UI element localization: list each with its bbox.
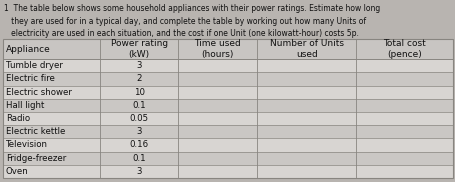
Bar	[3, 59, 452, 72]
Text: Fridge-freezer: Fridge-freezer	[6, 154, 66, 163]
Bar	[3, 112, 452, 125]
Bar	[3, 138, 452, 152]
Text: Electric fire: Electric fire	[6, 74, 55, 84]
Text: Power rating
(kW): Power rating (kW)	[110, 39, 167, 59]
Text: Total cost
(pence): Total cost (pence)	[382, 39, 425, 59]
Text: 3: 3	[136, 127, 142, 136]
Bar	[3, 72, 452, 86]
Text: 0.16: 0.16	[129, 141, 148, 149]
Text: Appliance: Appliance	[6, 45, 51, 54]
Text: Time used
(hours): Time used (hours)	[194, 39, 241, 59]
Bar	[3, 86, 452, 99]
Bar	[3, 99, 452, 112]
Text: Tumble dryer: Tumble dryer	[6, 61, 63, 70]
Text: Hall light: Hall light	[6, 101, 44, 110]
Text: Radio: Radio	[6, 114, 30, 123]
Text: Electric kettle: Electric kettle	[6, 127, 65, 136]
Bar	[3, 152, 452, 165]
Text: 0.05: 0.05	[129, 114, 148, 123]
Text: Number of Units
used: Number of Units used	[269, 39, 343, 59]
Bar	[3, 39, 452, 178]
Text: Electric shower: Electric shower	[6, 88, 72, 97]
Bar	[3, 165, 452, 178]
Bar	[3, 39, 452, 59]
Text: 1  The table below shows some household appliances with their power ratings. Est: 1 The table below shows some household a…	[4, 4, 379, 38]
Text: Oven: Oven	[6, 167, 29, 176]
Text: 0.1: 0.1	[132, 154, 146, 163]
Text: Television: Television	[6, 141, 48, 149]
Text: 3: 3	[136, 61, 142, 70]
Text: 10: 10	[133, 88, 144, 97]
Text: 2: 2	[136, 74, 142, 84]
Bar	[3, 39, 452, 178]
Text: 0.1: 0.1	[132, 101, 146, 110]
Bar	[3, 125, 452, 138]
Text: 3: 3	[136, 167, 142, 176]
